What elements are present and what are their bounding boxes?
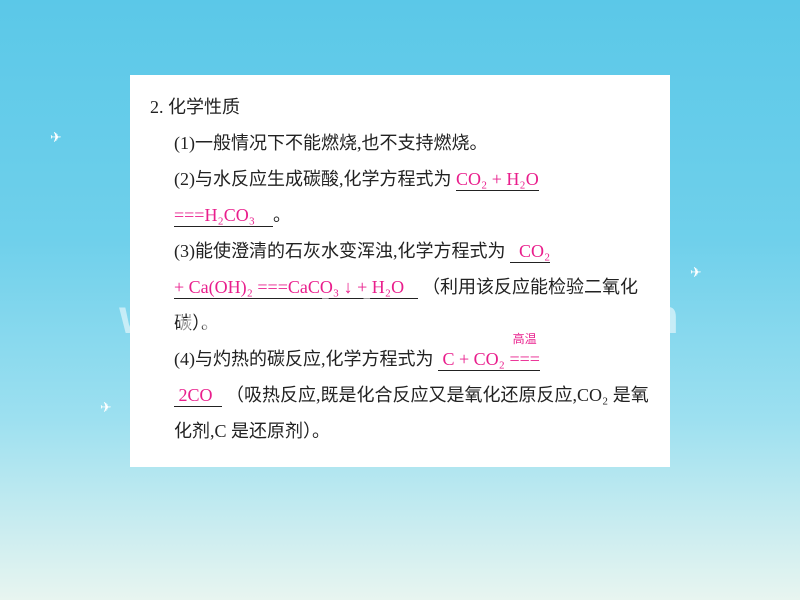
item2-eq-part2: ===H₂CO₃ [174, 205, 255, 225]
item1-text: 一般情况下不能燃烧,也不支持燃烧。 [195, 133, 488, 153]
content-card: 2. 化学性质 (1)一般情况下不能燃烧,也不支持燃烧。 (2)与水反应生成碳酸… [130, 75, 670, 467]
bird-icon: ✈ [690, 265, 702, 282]
item3-pre: 能使澄清的石灰水变浑浊,化学方程式为 [195, 241, 506, 261]
item2-eq-line2: ===H₂CO₃ [174, 205, 273, 227]
item-list: (1)一般情况下不能燃烧,也不支持燃烧。 (2)与水反应生成碳酸,化学方程式为 … [150, 125, 650, 449]
item3-num: (3) [174, 241, 195, 261]
bird-icon: ✈ [50, 130, 62, 147]
item3-eq-part1: CO₂ [519, 241, 550, 261]
item-3: (3)能使澄清的石灰水变浑浊,化学方程式为 CO₂ + Ca(OH)₂ ===C… [174, 233, 650, 341]
item4-num: (4) [174, 349, 195, 369]
item-1: (1)一般情况下不能燃烧,也不支持燃烧。 [174, 125, 650, 161]
title-text: 化学性质 [168, 97, 240, 117]
item-4: (4)与灼热的碳反应,化学方程式为 C + CO₂ === 2CO （吸热反应,… [174, 341, 650, 449]
item4-eq-line1: C + CO₂ === [438, 349, 540, 371]
item1-num: (1) [174, 133, 195, 153]
item2-eq-part1: CO₂ + H₂O [456, 169, 539, 191]
item4-condition: === [509, 341, 539, 377]
item4-post: （吸热反应,既是化合反应又是氧化还原反应,CO₂ 是氧化剂,C 是还原剂）。 [174, 385, 649, 441]
item4-eq-part2: 2CO [179, 385, 213, 405]
item-2: (2)与水反应生成碳酸,化学方程式为 CO₂ + H₂O ===H₂CO₃ 。 [174, 161, 650, 233]
bird-icon: ✈ [100, 400, 112, 417]
section-title-row: 2. 化学性质 [150, 89, 650, 125]
item3-eq-line2: + Ca(OH)₂ ===CaCO₃ ↓ + H₂O [174, 277, 418, 299]
item2-num: (2) [174, 169, 195, 189]
item2-pre: 与水反应生成碳酸,化学方程式为 [195, 169, 452, 189]
item4-eq-line2: 2CO [174, 385, 222, 407]
item4-eq-part1: C + CO₂ [443, 349, 505, 369]
item2-post: 。 [273, 205, 291, 225]
item3-eq-line1: CO₂ [510, 241, 550, 263]
item3-eq-part2: + Ca(OH)₂ ===CaCO₃ ↓ + H₂O [174, 277, 404, 297]
title-number: 2. [150, 97, 164, 117]
item4-pre: 与灼热的碳反应,化学方程式为 [195, 349, 434, 369]
